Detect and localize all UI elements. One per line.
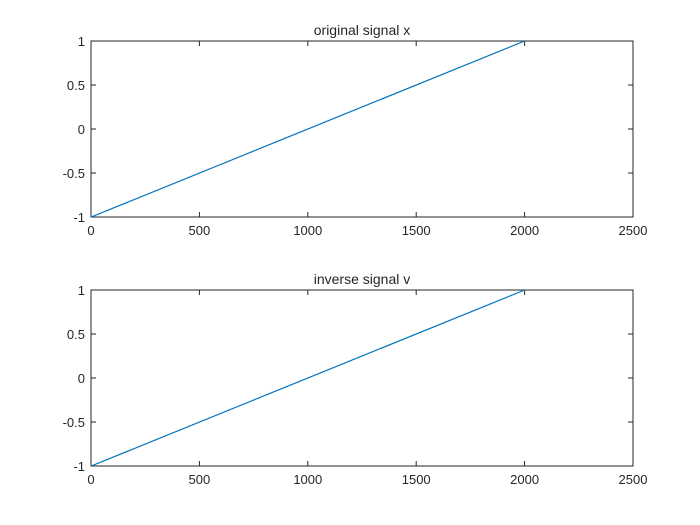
y-tick-label: 0.5 xyxy=(67,78,85,93)
x-tick-label: 500 xyxy=(189,223,211,238)
y-tick-label: 1 xyxy=(78,283,85,298)
series-line xyxy=(90,289,525,467)
axes-box xyxy=(90,289,634,467)
y-tick-label: 0.5 xyxy=(67,327,85,342)
x-tick-label: 2000 xyxy=(510,223,539,238)
x-tick-label: 1000 xyxy=(293,223,322,238)
series-line xyxy=(90,40,525,218)
subplot-inverse-signal: inverse signal v 0 500 1000 1500 2000 2500 -1 -… xyxy=(63,271,648,487)
x-tick-label: 500 xyxy=(189,472,211,487)
y-tick-label: -1 xyxy=(73,210,85,225)
x-tick-label: 2500 xyxy=(619,223,648,238)
x-tick-label: 2500 xyxy=(619,472,648,487)
x-tick-label: 1000 xyxy=(293,472,322,487)
subplot-original-signal: original signal x 0 500 1000 1500 2000 2500 -1… xyxy=(63,22,648,238)
axes-box xyxy=(90,40,634,218)
y-tick-label: -1 xyxy=(73,459,85,474)
y-tick-label: -0.5 xyxy=(63,415,85,430)
subplot-title: original signal x xyxy=(314,22,411,38)
x-tick-label: 1500 xyxy=(402,472,431,487)
y-tick-label: -0.5 xyxy=(63,166,85,181)
x-tick-label: 1500 xyxy=(402,223,431,238)
y-tick-label: 1 xyxy=(78,34,85,49)
x-tick-label: 2000 xyxy=(510,472,539,487)
y-tick-label: 0 xyxy=(78,371,85,386)
subplot-title: inverse signal v xyxy=(314,271,411,287)
y-tick-label: 0 xyxy=(78,122,85,137)
x-tick-label: 0 xyxy=(87,472,94,487)
x-tick-label: 0 xyxy=(87,223,94,238)
